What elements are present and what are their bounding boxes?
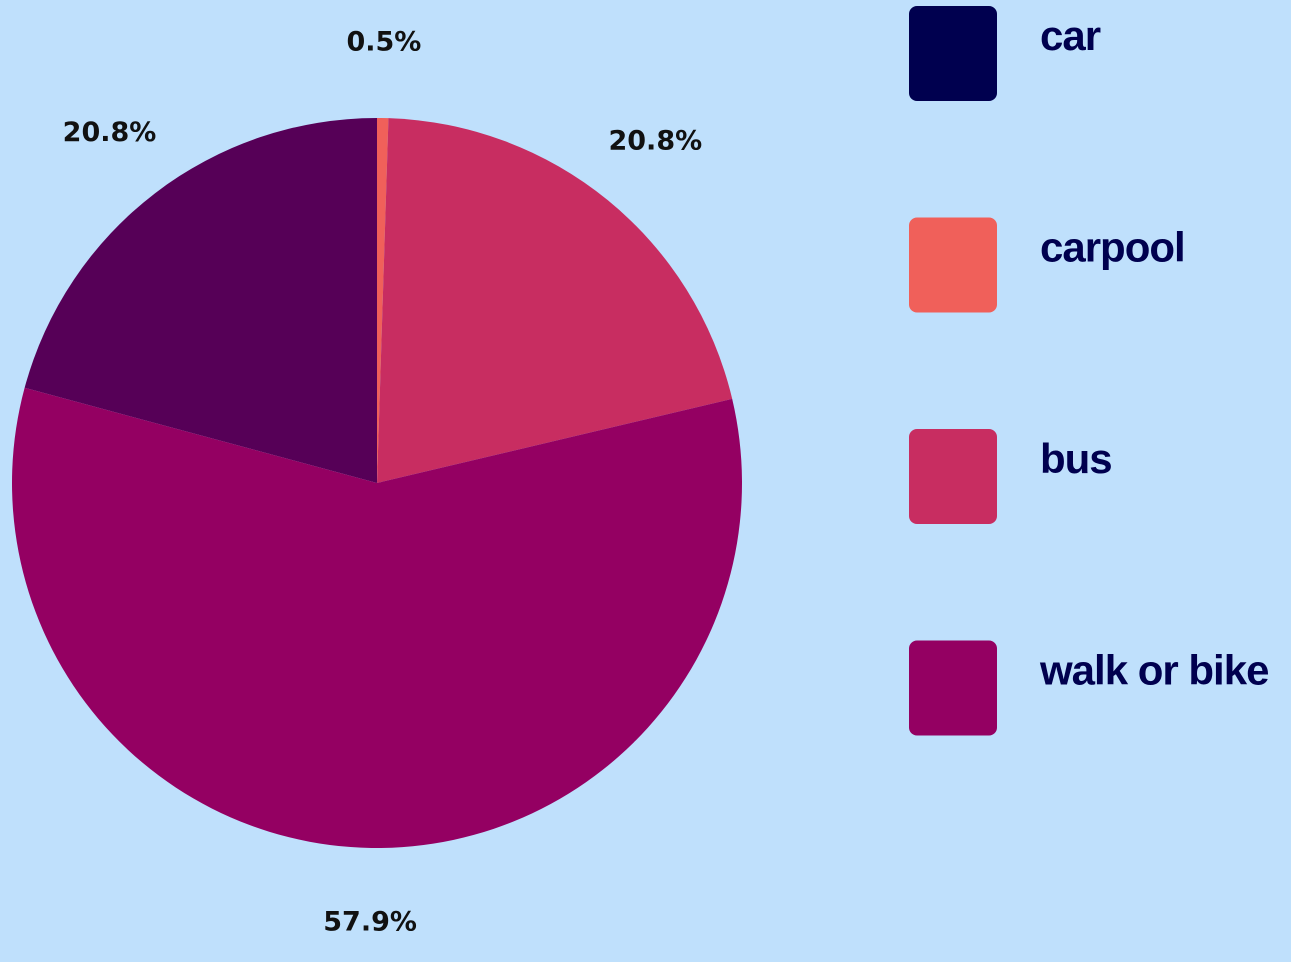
pie-slice [11, 387, 742, 848]
legend-swatch [909, 640, 997, 736]
legend-label: walk or bike [1039, 647, 1268, 694]
pie-slice [377, 118, 733, 483]
data-label: 57.9% [323, 906, 417, 937]
pie-slice [24, 118, 377, 483]
legend-swatch [909, 429, 997, 524]
data-label: 0.5% [346, 27, 421, 58]
legend-label: carpool [1040, 224, 1185, 271]
pie-slice [377, 118, 389, 483]
legend-swatch [909, 6, 997, 101]
legend-label: bus [1040, 435, 1112, 482]
legend-label: car [1040, 12, 1101, 59]
data-label: 20.8% [63, 117, 157, 148]
legend-swatch [909, 217, 997, 313]
data-label: 20.8% [608, 126, 702, 157]
